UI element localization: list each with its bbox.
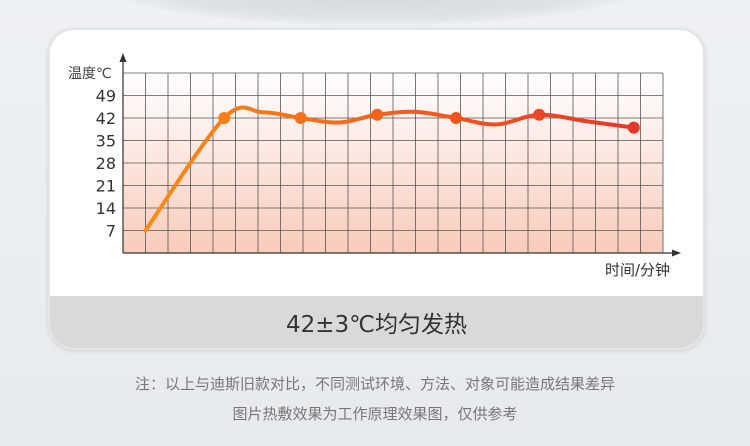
y-tick-label: 14 — [96, 199, 116, 218]
data-point — [371, 108, 384, 121]
data-point — [294, 112, 307, 124]
data-point — [627, 121, 640, 134]
y-tick-label: 7 — [106, 222, 116, 241]
y-axis-label: 温度℃ — [68, 66, 112, 82]
y-ticks: 7 14 21 28 35 42 49 — [96, 87, 116, 241]
temperature-chart: 7 14 21 28 35 42 49 温度℃ 时间/分钟 — [68, 53, 681, 279]
y-tick-label: 35 — [96, 132, 116, 151]
data-point — [450, 112, 462, 124]
x-axis-label: 时间/分钟 — [605, 261, 670, 279]
y-tick-label: 42 — [96, 109, 116, 128]
y-tick-label: 49 — [96, 87, 116, 106]
data-point — [218, 112, 231, 124]
note-line-1: 注：以上与迪斯旧款对比，不同测试环境、方法、对象可能造成结果差异 — [134, 375, 615, 393]
banner: 42±3℃均匀发热 — [50, 296, 703, 348]
markers — [218, 108, 640, 134]
data-point — [533, 108, 546, 121]
y-axis-arrow-icon — [119, 53, 127, 62]
grid — [122, 72, 664, 254]
y-tick-label: 21 — [96, 177, 116, 196]
axes — [119, 53, 681, 257]
y-tick-label: 28 — [96, 154, 116, 173]
note-line-2: 图片热敷效果为工作原理效果图，仅供参考 — [232, 405, 518, 423]
x-axis-arrow-icon — [672, 249, 681, 257]
